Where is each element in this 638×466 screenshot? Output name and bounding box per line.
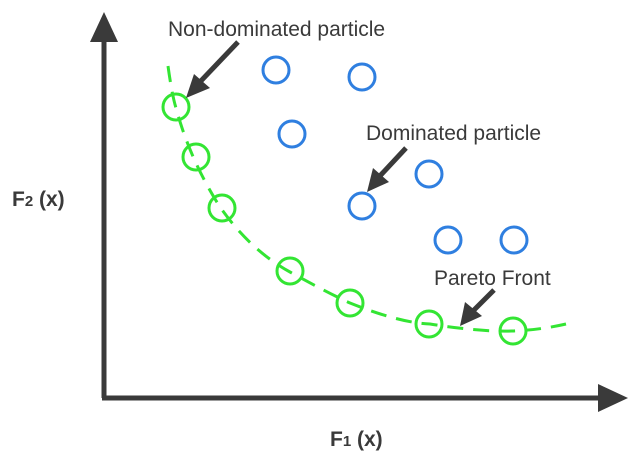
non-dominated-particle [161,92,191,122]
dominated-arrowhead [367,168,389,192]
non-dominated-particles [161,92,528,346]
dominated-particle [261,55,291,85]
non-dominated-label: Non-dominated particle [168,18,385,41]
non-dominated-arrowhead [186,74,210,98]
pareto-front-curve [166,65,567,333]
y-axis-arrowhead [90,12,118,42]
axes [90,12,628,412]
dominated-particle [347,62,377,92]
x-axis-label-main: F [330,428,343,451]
pareto-front-label: Pareto Front [434,267,551,290]
x-axis-label-sub: 1 [343,433,351,450]
y-axis-label-rest: (x) [33,188,65,211]
non-dominated-particle [275,256,305,286]
dominated-particle [277,119,307,149]
dominated-particles [261,55,529,255]
y-axis-label: F2 (x) [12,188,65,211]
dominated-particle [499,225,529,255]
x-axis-label-rest: (x) [351,428,383,451]
y-axis-label-main: F [12,188,25,211]
y-axis-label-sub: 2 [25,193,33,210]
non-dominated-particle [498,316,528,346]
dominated-particle [414,159,444,189]
non-dominated-particle [414,309,444,339]
dominated-arrow-shaft [376,146,408,180]
non-dominated-particle [335,288,365,318]
x-axis-label: F1 (x) [330,428,383,451]
non-dominated-arrow-shaft [196,40,240,86]
pareto-front-arrow-shaft [470,288,496,314]
x-axis-arrowhead [598,384,628,412]
dominated-particle [433,225,463,255]
non-dominated-particle [207,193,237,223]
dominated-particle [347,191,377,221]
annotation-arrows [186,40,496,326]
non-dominated-particle [181,142,211,172]
pareto-front-arrowhead [460,302,482,326]
dominated-label: Dominated particle [366,122,541,145]
